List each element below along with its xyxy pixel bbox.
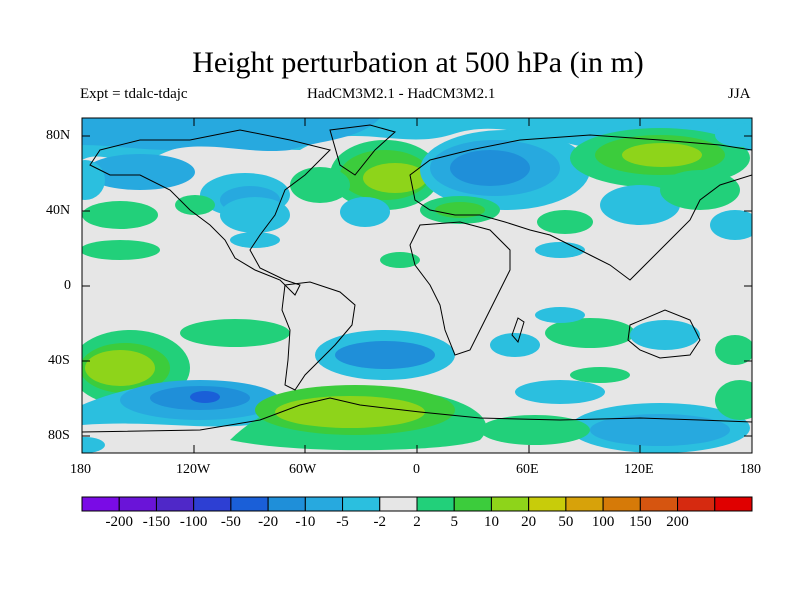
colorbar-swatch [81, 496, 120, 512]
colorbar-swatch [342, 496, 381, 512]
colorbar-swatch [155, 496, 195, 512]
colorbar-swatch [267, 496, 306, 512]
x-tick-label: 60E [516, 462, 539, 477]
colorbar-swatch [565, 496, 604, 512]
colorbar-swatch [714, 496, 753, 512]
colorbar-swatch [528, 496, 567, 512]
y-tick-label: 40S [48, 353, 70, 368]
colorbar-label: 20 [521, 514, 537, 530]
season-label: JJA [728, 86, 751, 102]
colorbar-label: -20 [258, 514, 279, 530]
colorbar-label: 10 [483, 514, 499, 530]
contour-fills [82, 118, 752, 453]
x-tick-label: 120E [624, 462, 654, 477]
y-tick-label: 80S [48, 428, 70, 443]
colorbar-label: 5 [450, 514, 458, 530]
colorbar-swatch [230, 496, 269, 512]
colorbar-swatch [118, 496, 157, 512]
plot-title: Height perturbation at 500 hPa (in m) [192, 46, 644, 79]
colorbar-swatch [304, 496, 344, 512]
x-tick-label: 60W [289, 462, 317, 477]
colorbar-swatch [193, 496, 232, 512]
colorbar-swatch [677, 496, 716, 512]
colorbar-label: 2 [413, 514, 421, 530]
colorbar-swatch [416, 496, 455, 512]
axis-ticks [81, 118, 753, 453]
y-tick-label: 40N [46, 203, 71, 218]
colorbar-label: -200 [105, 514, 133, 530]
colorbar-label: -50 [220, 514, 241, 530]
y-tick-label: 80N [46, 128, 71, 143]
colorbar-label: -150 [142, 514, 171, 530]
colorbar-swatch [602, 496, 641, 512]
colorbar-label: -5 [336, 514, 349, 530]
x-tick-label: 0 [413, 462, 420, 477]
model-label: HadCM3M2.1 - HadCM3M2.1 [307, 86, 496, 102]
experiment-label: Expt = tdalc-tdajc [80, 86, 188, 102]
colorbar-label: -100 [179, 514, 208, 530]
colorbar-label: 150 [629, 514, 652, 530]
coastlines [82, 124, 752, 433]
y-tick-label: 0 [64, 278, 71, 293]
colorbar-label: -10 [295, 514, 316, 530]
x-tick-label: 120W [176, 462, 211, 477]
colorbar-swatch [490, 496, 530, 512]
colorbar-swatch [379, 496, 418, 512]
colorbar-swatch [639, 496, 679, 512]
colorbar-label: 200 [666, 514, 689, 530]
colorbar-label: 100 [591, 514, 615, 530]
colorbar-label: -2 [373, 514, 387, 530]
x-tick-label: 180 [70, 462, 91, 477]
colorbar-label: 50 [558, 514, 574, 530]
colorbar-swatch [453, 496, 492, 512]
x-tick-label: 180 [740, 462, 761, 477]
